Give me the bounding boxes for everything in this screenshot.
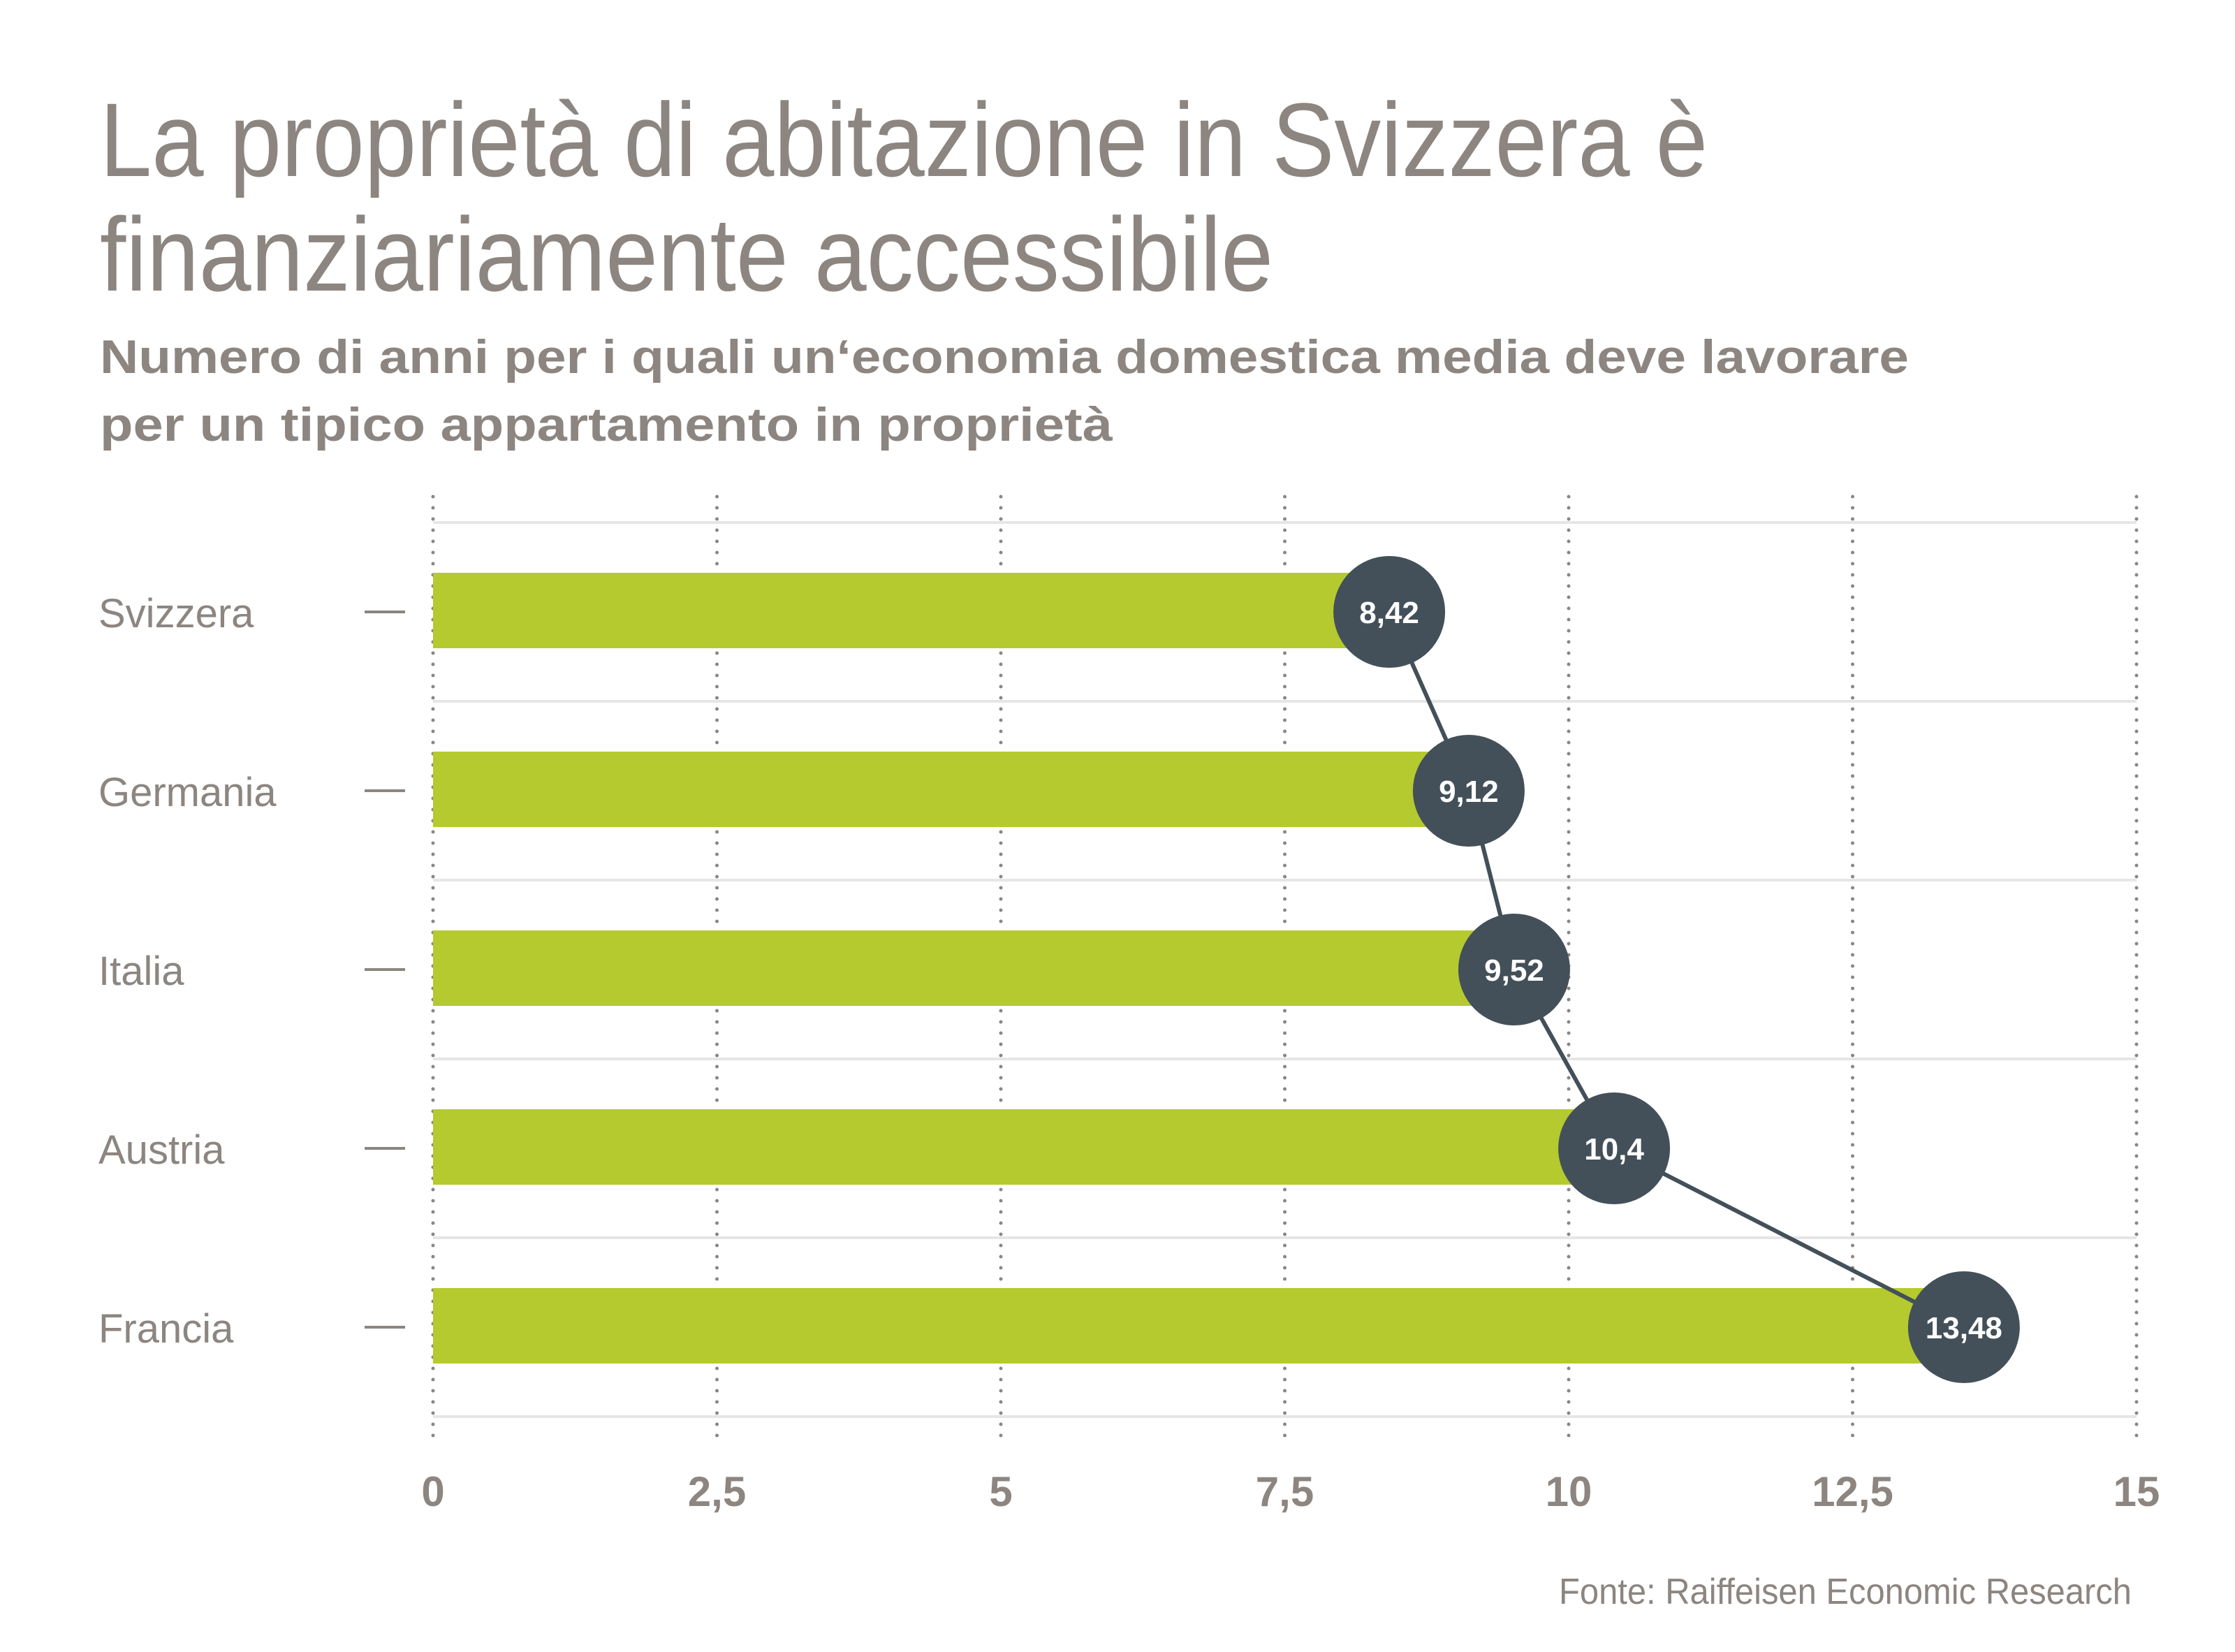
value-label-austria: 10,4: [1584, 1132, 1644, 1167]
title-line-2: finanziariamente accessibile: [100, 196, 1273, 313]
x-tick-label-12,5: 12,5: [1812, 1468, 1893, 1515]
chart-subtitle: Numero di anni per i quali un‘economia d…: [100, 330, 1909, 451]
x-tick-label-15: 15: [2113, 1468, 2160, 1515]
chart-title: La proprietà di abitazione in Svizzera è…: [100, 81, 1708, 313]
x-axis-tick-labels: 0 2,5 5 7,5 10 12,5 15: [421, 1468, 2160, 1515]
bar-italia: [433, 930, 1514, 1006]
bar-germania: [433, 752, 1469, 827]
marker-svizzera: [1333, 556, 1446, 668]
category-label-germania: Germania: [98, 770, 277, 815]
x-tick-label-10: 10: [1546, 1468, 1592, 1515]
x-tick-label-0: 0: [421, 1468, 444, 1515]
value-markers: 8,42 9,12 9,52 10,4 13,48: [1333, 556, 2020, 1383]
vertical-dotted-gridlines: [431, 495, 2139, 1443]
y-axis-labels: Svizzera Germania Italia Austria Francia: [98, 591, 405, 1352]
value-label-svizzera: 8,42: [1359, 596, 1419, 630]
category-label-svizzera: Svizzera: [98, 591, 254, 636]
horizontal-gridlines: [433, 521, 2137, 1418]
bar-austria: [433, 1109, 1615, 1185]
bar-francia: [433, 1288, 1964, 1364]
value-label-germania: 9,12: [1439, 775, 1499, 809]
subtitle-line-1: Numero di anni per i quali un‘economia d…: [100, 330, 1909, 383]
value-label-italia: 9,52: [1484, 953, 1544, 988]
category-label-austria: Austria: [98, 1127, 225, 1173]
category-label-francia: Francia: [98, 1306, 234, 1352]
marker-francia: [1907, 1271, 2020, 1383]
bar-svizzera: [433, 573, 1390, 648]
source-note: Fonte: Raiffeisen Economic Research: [1559, 1572, 2132, 1612]
bars: [433, 573, 1964, 1364]
value-label-francia: 13,48: [1926, 1311, 2002, 1345]
marker-germania: [1412, 735, 1525, 847]
x-tick-label-5: 5: [989, 1468, 1012, 1515]
x-tick-label-7,5: 7,5: [1256, 1468, 1314, 1515]
category-label-italia: Italia: [98, 949, 184, 994]
connector-segment: [1613, 1146, 1965, 1329]
marker-italia: [1458, 914, 1570, 1025]
x-tick-label-2,5: 2,5: [688, 1468, 746, 1515]
title-line-1: La proprietà di abitazione in Svizzera è: [100, 81, 1708, 198]
marker-austria: [1558, 1092, 1671, 1204]
subtitle-line-2: per un tipico appartamento in proprietà: [100, 398, 1113, 451]
